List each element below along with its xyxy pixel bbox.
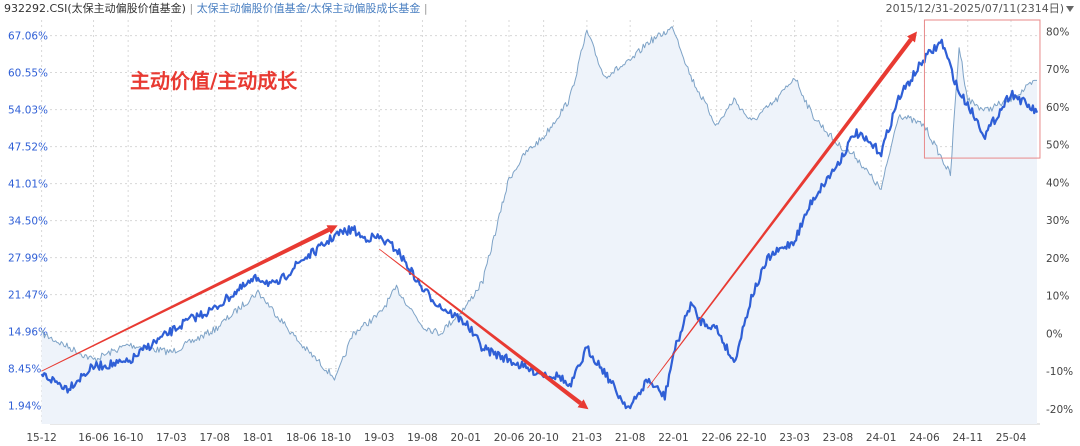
- x-axis-tick-label: 18-06: [286, 432, 317, 444]
- left-axis-tick-label: 14.96%: [8, 327, 48, 339]
- x-axis-tick-label: 18-01: [243, 432, 274, 444]
- right-axis-tick-label: 20%: [1046, 253, 1069, 265]
- x-axis-tick-label: 21-03: [572, 432, 603, 444]
- header-separator: |: [185, 2, 197, 15]
- x-axis-tick-label: 19-03: [364, 432, 395, 444]
- right-axis-tick-label: 30%: [1046, 215, 1069, 227]
- x-axis-tick-label: 19-08: [407, 432, 438, 444]
- highlight-box: [923, 19, 1041, 159]
- index-series-line[interactable]: [40, 38, 1039, 410]
- x-axis-tick-label: 20-01: [450, 432, 481, 444]
- left-axis-tick-label: 1.94%: [8, 401, 41, 413]
- x-axis-tick-label: 16-06: [78, 432, 109, 444]
- x-axis-tick-label: 24-06: [909, 432, 940, 444]
- left-axis-tick-label: 21.47%: [8, 290, 48, 302]
- right-axis-tick-label: 10%: [1046, 291, 1069, 303]
- triangle-down-icon[interactable]: [1066, 6, 1074, 12]
- x-axis-tick-label: 24-11: [952, 432, 983, 444]
- left-axis-tick-label: 34.50%: [8, 216, 48, 228]
- date-range-label[interactable]: 2015/12/31-2025/07/11(2314日): [885, 2, 1064, 15]
- left-axis-tick-label: 41.01%: [8, 179, 48, 191]
- ratio-series-line[interactable]: [41, 26, 1037, 381]
- right-axis-tick-label: 0%: [1046, 328, 1063, 340]
- index-code-label[interactable]: 932292.CSI(太保主动偏股价值基金): [4, 2, 186, 15]
- right-axis-tick-label: 40%: [1046, 177, 1069, 189]
- x-axis-tick-label: 22-10: [736, 432, 767, 444]
- right-axis-tick-label: 50%: [1046, 140, 1069, 152]
- x-axis-tick-label: 16-10: [113, 432, 144, 444]
- x-axis-tick-label: 23-08: [823, 432, 854, 444]
- x-axis-tick-label: 21-08: [615, 432, 646, 444]
- right-axis-tick-label: 80%: [1046, 26, 1069, 38]
- left-axis-tick-label: 27.99%: [8, 253, 48, 265]
- series-ratio-label[interactable]: 太保主动偏股价值基金/太保主动偏股成长基金: [196, 2, 421, 15]
- x-axis-tick-label: 22-06: [701, 432, 732, 444]
- x-axis-tick-label: 23-03: [779, 432, 810, 444]
- right-axis-tick-label: -20%: [1046, 404, 1073, 416]
- trend-arrow: [647, 31, 918, 389]
- left-axis-tick-label: 54.03%: [8, 105, 48, 117]
- chart-annotation: 主动价值/主动成长: [130, 69, 298, 93]
- right-axis-tick-label: -10%: [1046, 366, 1073, 378]
- left-axis-tick-label: 60.55%: [8, 68, 48, 80]
- trend-arrow: [41, 225, 338, 372]
- x-axis-tick-label: 25-04: [996, 432, 1027, 444]
- x-axis-tick-label: 17-08: [199, 432, 230, 444]
- x-axis-tick-label: 24-01: [866, 432, 897, 444]
- x-axis-tick-label: 18-10: [321, 432, 352, 444]
- left-axis-tick-label: 67.06%: [8, 31, 48, 43]
- x-axis-tick-label: 15-12: [26, 432, 57, 444]
- header-separator-2: |: [420, 2, 428, 15]
- right-axis-tick-label: 70%: [1046, 64, 1069, 76]
- x-axis-tick-label: 20-10: [528, 432, 559, 444]
- x-axis-tick-label: 20-06: [494, 432, 525, 444]
- right-axis-tick-label: 60%: [1046, 102, 1069, 114]
- x-axis-tick-label: 22-01: [658, 432, 689, 444]
- ratio-series-area: [41, 26, 1038, 424]
- chart-header-right[interactable]: 2015/12/31-2025/07/11(2314日): [886, 0, 1074, 18]
- x-axis-tick-label: 17-03: [156, 432, 187, 444]
- trend-arrow: [378, 248, 589, 410]
- left-axis-tick-label: 47.52%: [8, 142, 48, 154]
- chart-header-left: 932292.CSI(太保主动偏股价值基金) | 太保主动偏股价值基金/太保主动…: [4, 0, 428, 18]
- left-axis-tick-label: 8.45%: [8, 364, 41, 376]
